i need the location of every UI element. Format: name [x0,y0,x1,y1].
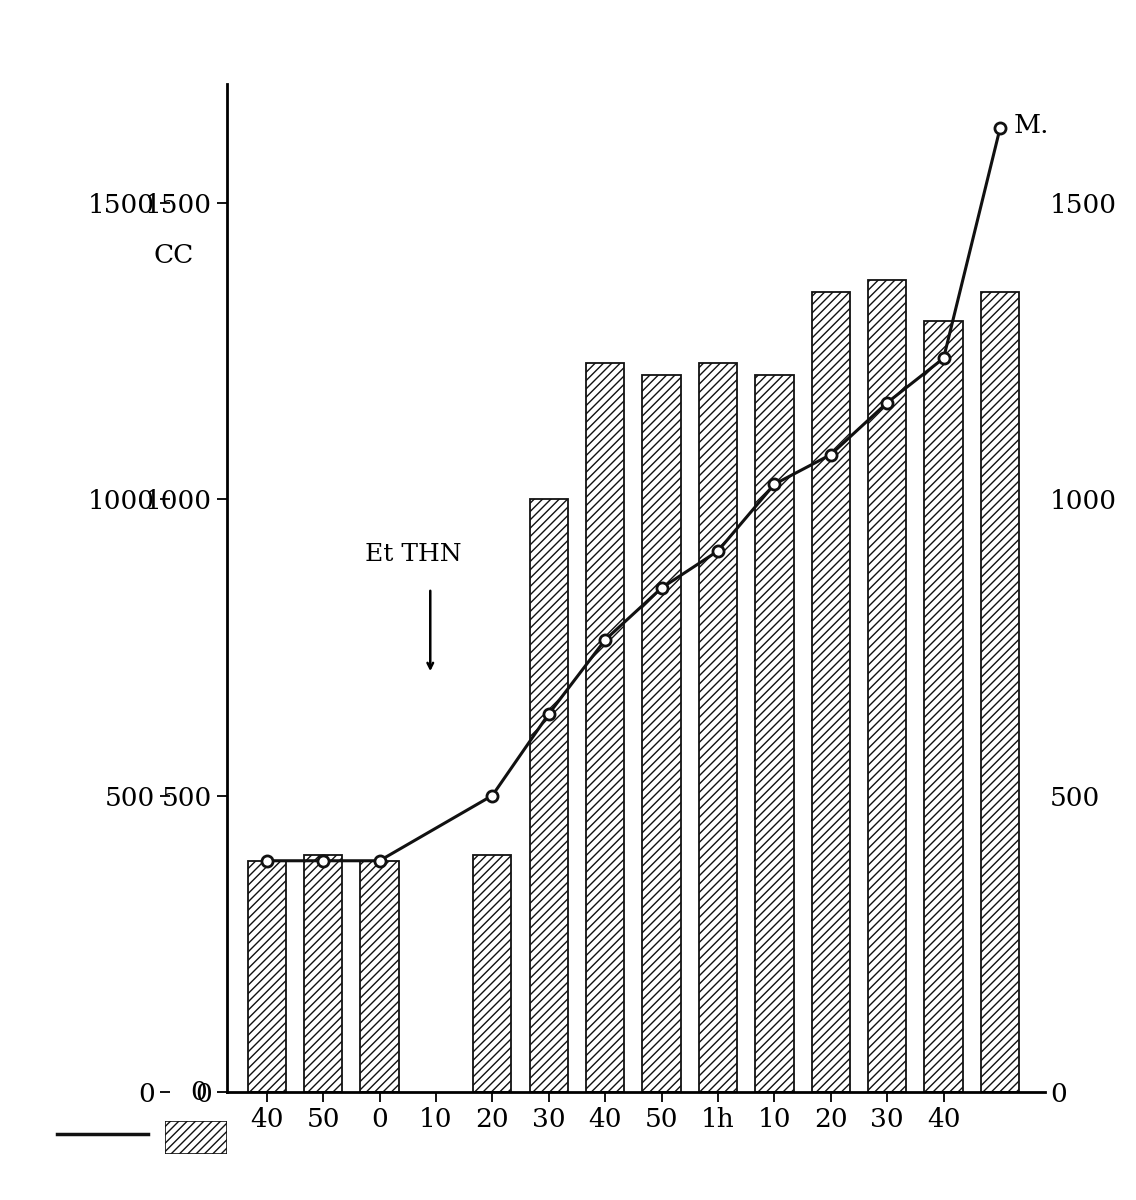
Bar [755,374,794,1092]
Bar [529,499,568,1092]
Bar [811,292,850,1092]
Bar [980,292,1019,1092]
Text: Et THN: Et THN [365,542,461,565]
Text: M.: M. [1014,113,1050,138]
Bar [699,362,737,1092]
Bar [304,854,342,1092]
Bar [642,374,680,1092]
Bar [248,860,286,1092]
Text: 0: 0 [190,1080,207,1104]
Bar [925,322,963,1092]
Bar [360,860,399,1092]
Bar [473,854,511,1092]
Bar [586,362,625,1092]
Bar [868,280,907,1092]
Text: CC: CC [153,242,194,268]
